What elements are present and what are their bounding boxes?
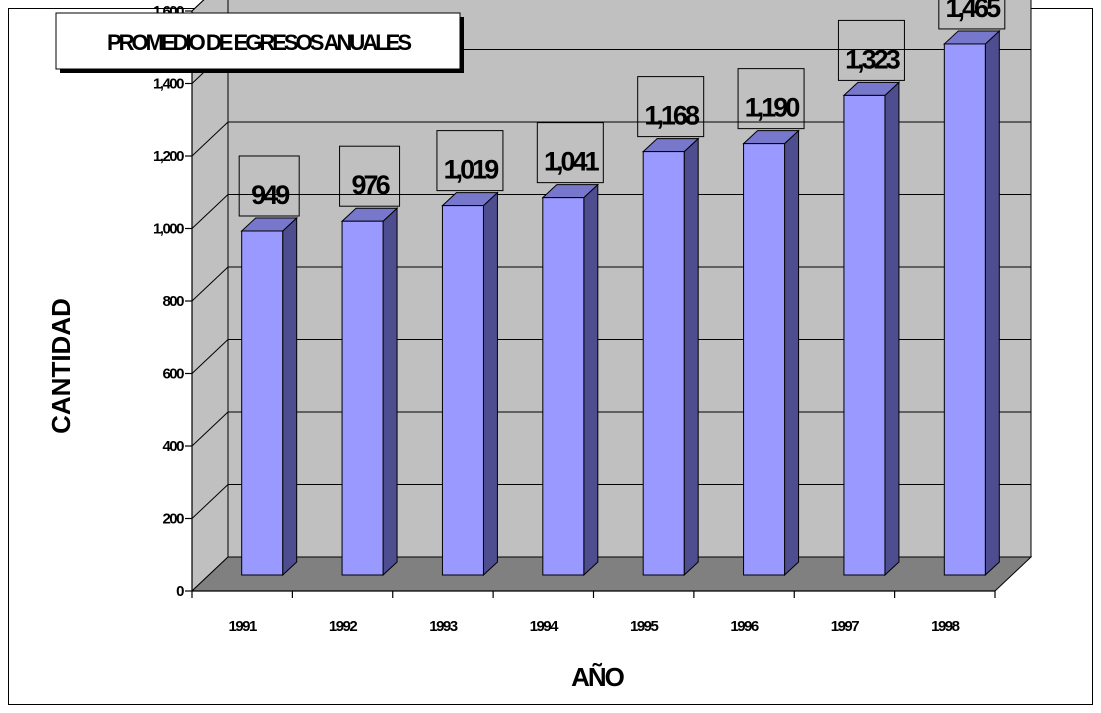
x-axis-title: AÑO — [571, 662, 625, 692]
bars — [240, 29, 1001, 577]
data-label: 1,323 — [845, 44, 901, 74]
bar-front — [441, 205, 484, 576]
bar-front — [743, 143, 786, 576]
y-tick-label: 800 — [162, 293, 184, 310]
data-label-box — [339, 145, 401, 207]
data-label-box — [436, 130, 504, 192]
x-tick-label: 1998 — [931, 618, 960, 635]
bar-side — [583, 183, 599, 577]
bar-front — [241, 230, 284, 576]
x-tick-label: 1994 — [530, 618, 560, 635]
bar-side — [683, 137, 699, 577]
data-label-box — [837, 19, 905, 81]
bar-side — [984, 29, 1000, 577]
bar-front — [943, 43, 986, 576]
bar-side — [884, 81, 900, 577]
x-tick-label: 1991 — [229, 618, 258, 635]
bar-side — [482, 191, 498, 577]
floor — [190, 556, 1033, 592]
data-labels: 949 976 1,019 1,041 1,168 1,190 1,323 1,465 — [238, 0, 1006, 217]
data-label-box — [238, 155, 300, 217]
y-tick-label: 1,400 — [153, 76, 184, 93]
bar-front — [542, 197, 585, 576]
bar-front — [843, 94, 886, 576]
bar-front — [341, 220, 384, 576]
x-tick-label: 1993 — [429, 618, 458, 635]
data-label: 1,190 — [745, 93, 800, 123]
bar-front — [642, 151, 685, 576]
bar — [943, 29, 1001, 577]
bar — [340, 207, 399, 577]
data-label-box — [938, 0, 1006, 30]
data-label-box — [737, 68, 805, 130]
bar — [742, 129, 800, 577]
data-label: 1,465 — [946, 0, 1002, 23]
x-tick-label: 1992 — [329, 618, 358, 635]
data-label-box — [536, 122, 604, 184]
y-tick-label: 1,200 — [153, 148, 184, 165]
data-label: 949 — [251, 180, 290, 210]
chart-title-box: PROMEDIO DE EGRESOS ANUALES — [55, 12, 464, 73]
bar — [240, 216, 298, 577]
bar — [842, 81, 901, 577]
x-tick-label: 1996 — [730, 618, 759, 635]
title-frame — [55, 12, 461, 70]
bar — [541, 183, 600, 577]
x-tick-label: 1995 — [630, 618, 659, 635]
x-tick-label: 1997 — [831, 618, 860, 635]
data-label: 1,019 — [444, 155, 500, 185]
bar — [441, 191, 499, 577]
y-tick-label: 1,000 — [153, 221, 184, 238]
y-tick-label: 400 — [162, 438, 184, 455]
data-label: 976 — [352, 170, 391, 200]
bar-side — [382, 207, 398, 577]
data-label: 1,041 — [544, 147, 600, 177]
y-tick-label: 0 — [176, 583, 184, 600]
bar-side — [282, 216, 298, 577]
gridline — [191, 121, 1031, 157]
chart-title: PROMEDIO DE EGRESOS ANUALES — [107, 30, 411, 55]
bar-side — [784, 129, 800, 577]
y-tick-label: 200 — [162, 511, 184, 528]
data-label: 1,168 — [644, 101, 700, 131]
y-axis-title: CANTIDAD — [46, 298, 76, 434]
data-label-box — [637, 76, 705, 138]
plot-walls — [190, 0, 1033, 593]
bar — [641, 137, 700, 577]
y-tick-label: 600 — [162, 366, 184, 383]
